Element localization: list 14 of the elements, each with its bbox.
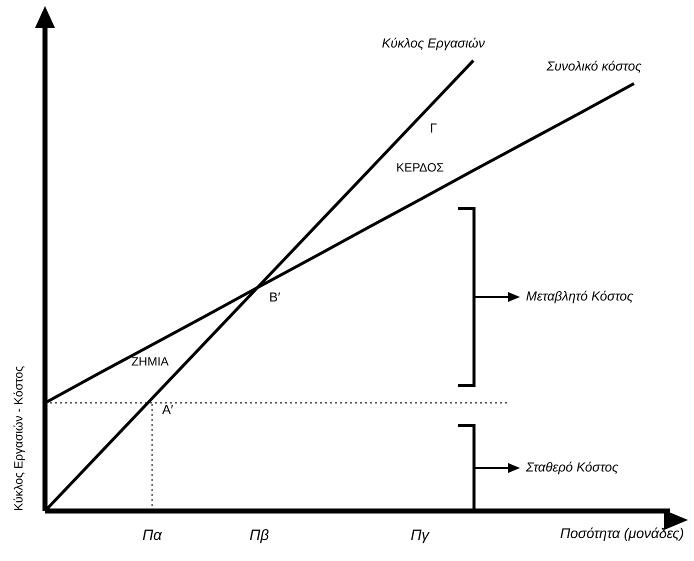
series-label: Κύκλος Εργασιών (382, 36, 486, 51)
x-tick-label: Πγ (410, 527, 430, 544)
x-axis-title: Ποσότητα (μονάδες) (560, 524, 684, 541)
annotation: Σταθερό Κόστος (525, 460, 620, 475)
y-axis-title: Κύκλος Εργασιών - Κόστος (11, 366, 26, 511)
annotation: Α′ (162, 402, 174, 417)
annotation: ΚΕΡΔΟΣ (396, 160, 444, 174)
annotation: Β′ (269, 289, 281, 304)
annotation: ΖΗΜΙΑ (131, 354, 169, 368)
x-tick-label: Πα (142, 527, 162, 544)
series-label: Συνολικό κόστος (546, 58, 642, 74)
annotation: Γ (430, 120, 437, 136)
annotation: Μεταβλητό Κόστος (526, 288, 634, 304)
x-tick-label: Πβ (249, 527, 270, 544)
